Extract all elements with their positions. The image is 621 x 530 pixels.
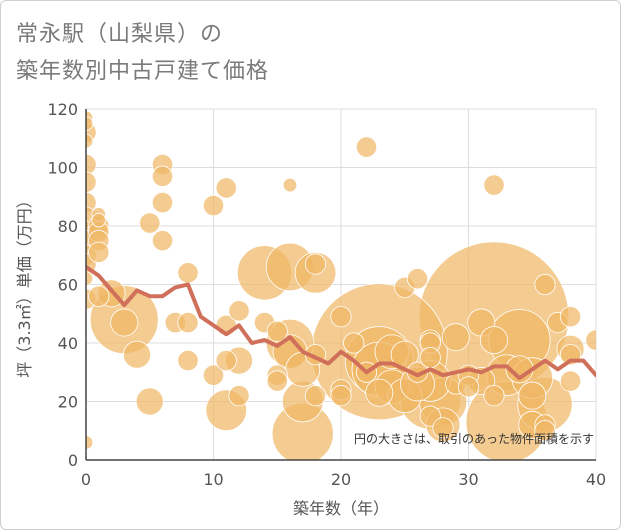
bubble-point [483, 385, 505, 407]
bubble-point [585, 329, 596, 351]
y-tick-label: 80 [58, 217, 78, 236]
bubble-point [86, 133, 94, 149]
bubble-point [419, 347, 441, 369]
bubble-point [151, 230, 174, 252]
bubble-point [139, 212, 161, 234]
bubble-point [330, 385, 352, 407]
bubble-point [518, 381, 547, 410]
bubble-point [483, 174, 505, 196]
x-axis-label: 築年数（年） [293, 499, 389, 518]
average-line-layer [86, 264, 596, 381]
bubble-point [365, 378, 394, 407]
bubble-point [177, 262, 199, 284]
y-tick-label: 20 [58, 393, 78, 412]
average-price-line [86, 264, 596, 381]
bubble-point [432, 417, 454, 439]
x-tick-label: 20 [331, 470, 351, 489]
y-axis-label: 坪（3.3㎡）単価（万円） [15, 192, 34, 377]
bubble-point [91, 212, 106, 228]
bubble-point [266, 320, 288, 342]
bubble-point [479, 326, 508, 355]
bubble-point [123, 340, 152, 369]
bubble-point [343, 332, 365, 354]
tick-labels: 0 20 40 60 80 100 120 0 10 20 30 40 [47, 100, 606, 489]
axes [85, 109, 596, 461]
y-tick-label: 120 [47, 100, 78, 119]
x-tick-label: 0 [81, 470, 91, 489]
bubble-point [202, 194, 225, 217]
bubble-point [534, 420, 556, 442]
bubble-point [215, 349, 237, 372]
bubble-point [177, 311, 199, 334]
bubble-point [88, 285, 110, 307]
bubble-point [330, 306, 352, 328]
y-tick-label: 60 [58, 276, 78, 295]
bubble-point [282, 177, 298, 193]
bubble-point [215, 177, 237, 199]
y-tick-label: 0 [68, 451, 78, 470]
bubble-point [110, 308, 139, 337]
bubble-point [266, 370, 288, 392]
bubble-point [559, 370, 582, 392]
y-tick-label: 100 [47, 159, 78, 178]
bubble-point [151, 165, 174, 187]
chart-title-line1: 常永駅（山梨県）の [16, 22, 224, 47]
bubble-point [228, 385, 250, 407]
bubble-point [86, 116, 94, 131]
bubble-point [406, 268, 429, 290]
bubble-point [355, 136, 378, 158]
y-tick-label: 40 [58, 334, 78, 353]
bubble-point [86, 271, 94, 286]
x-tick-label: 30 [458, 470, 478, 489]
x-tick-label: 10 [203, 470, 223, 489]
bubble-point [559, 306, 582, 328]
bubble-point [88, 241, 110, 263]
bubble-point [457, 376, 480, 398]
bubble-point [202, 364, 225, 386]
size-note: 円の大きさは、取引のあった物件面積を示す [354, 431, 594, 446]
chart-title-line2: 築年数別中古戸建て価格 [16, 59, 270, 84]
bubble-point [534, 273, 556, 296]
bubble-point [228, 300, 250, 322]
bubble-point [151, 192, 174, 214]
bubble-point [177, 349, 199, 372]
bubble-point [304, 385, 327, 407]
x-tick-label: 40 [586, 470, 606, 489]
bubble-point [441, 323, 470, 352]
bubble-point [135, 387, 164, 416]
bubble-point [86, 435, 94, 450]
bubble-point [304, 253, 327, 275]
